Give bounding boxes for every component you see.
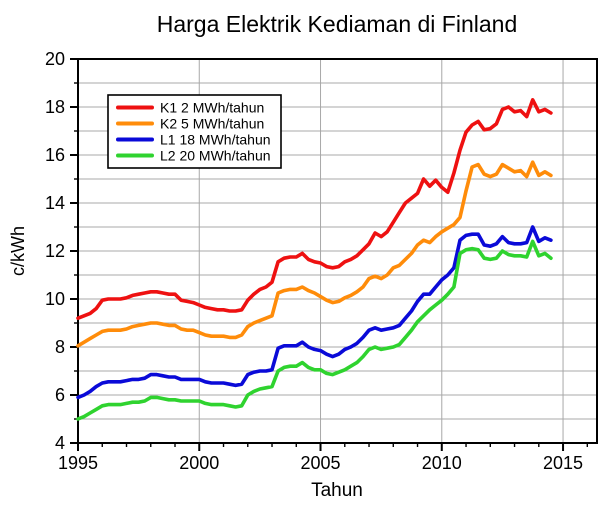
chart-title: Harga Elektrik Kediaman di Finland [157, 11, 518, 37]
legend-label: L1 18 MWh/tahun [160, 132, 271, 148]
x-tick-label: 2010 [422, 453, 462, 473]
series-line-4 [76, 239, 553, 421]
y-tick-label: 16 [45, 145, 65, 165]
legend-label: K2 5 MWh/tahun [160, 116, 264, 132]
series-line-2 [76, 160, 553, 348]
y-tick-label: 12 [45, 241, 65, 261]
y-tick-label: 10 [45, 289, 65, 309]
legend-label: L2 20 MWh/tahun [160, 148, 271, 164]
series-line-3 [76, 225, 553, 400]
x-tick-label: 2015 [543, 453, 583, 473]
y-tick-label: 18 [45, 97, 65, 117]
x-tick-label: 2005 [300, 453, 340, 473]
x-tick-label: 1995 [58, 453, 98, 473]
x-tick-label: 2000 [179, 453, 219, 473]
x-axis-label: Tahun [311, 480, 363, 501]
y-tick-label: 14 [45, 193, 65, 213]
y-tick-label: 20 [45, 49, 65, 69]
legend-label: K1 2 MWh/tahun [160, 100, 264, 116]
y-axis-label: c/kWh [8, 226, 28, 276]
y-tick-label: 8 [55, 337, 65, 357]
y-tick-label: 4 [55, 433, 65, 453]
y-tick-label: 6 [55, 385, 65, 405]
series-line-1 [76, 98, 553, 321]
